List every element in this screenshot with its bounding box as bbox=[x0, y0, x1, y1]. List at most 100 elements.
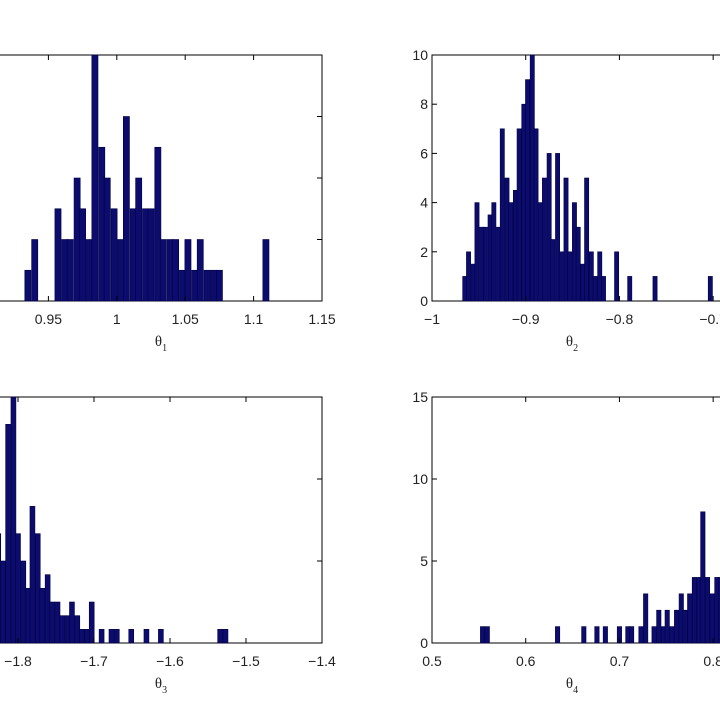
panel-2-bar bbox=[627, 276, 633, 302]
panel-1-x-tick-label: 1.15 bbox=[308, 311, 335, 327]
panel-3-x-tick-label: −1.5 bbox=[232, 653, 260, 669]
panel-4-bar bbox=[602, 626, 608, 644]
panel-2-bar bbox=[491, 202, 497, 302]
panel-3-bar bbox=[158, 629, 164, 644]
panel-4-x-tick-label: 0.6 bbox=[516, 653, 536, 669]
panel-4-bar bbox=[664, 609, 670, 644]
panel-3-bar bbox=[0, 560, 6, 644]
panel-2-bar bbox=[558, 251, 564, 302]
panel-3-axes-frame bbox=[0, 396, 323, 644]
panel-3-bar bbox=[49, 601, 55, 644]
panel-3-bar bbox=[5, 424, 11, 644]
panel-2-bar bbox=[563, 177, 569, 302]
panel-2-bar bbox=[499, 128, 505, 302]
panel-3-bar bbox=[222, 629, 229, 644]
panel-1-x-tick-label: 1.1 bbox=[244, 311, 264, 327]
panel-3-bar bbox=[84, 629, 90, 644]
panel-1-bar bbox=[159, 239, 167, 302]
panel-2-y-tick-label: 2 bbox=[420, 244, 428, 260]
panel-2-x-axis-label: θ2 bbox=[566, 334, 578, 354]
panel-2-bar bbox=[567, 251, 573, 302]
panel-3-bar bbox=[15, 533, 21, 644]
panel-2-bar bbox=[533, 128, 539, 302]
panel-1-bar bbox=[66, 239, 74, 302]
panel-4-bar bbox=[651, 626, 657, 644]
theta1-histogram-panel: 0.95 1 1.05 1.1 1.15 θ1 bbox=[0, 54, 336, 354]
panel-3-bar bbox=[217, 629, 223, 644]
theta4-histogram-panel: 0.5 0.6 0.7 0.8 0 5 10 15 θ4 bbox=[412, 389, 720, 696]
panel-4-y-tick-label: 0 bbox=[420, 635, 428, 651]
panel-3-bar bbox=[128, 629, 135, 644]
panel-4-bar bbox=[594, 626, 600, 644]
panel-3-bar bbox=[74, 615, 81, 644]
panel-3-bar bbox=[64, 615, 71, 644]
panel-2-bar bbox=[652, 276, 658, 302]
panel-1-bar bbox=[184, 239, 192, 302]
panel-3-bar bbox=[29, 506, 36, 644]
panel-2-x-tick-label: −0.9 bbox=[512, 311, 540, 327]
panel-4-bar bbox=[638, 626, 644, 644]
panel-2-bar bbox=[584, 177, 590, 302]
panel-4-bar bbox=[581, 626, 587, 644]
panel-2-bar bbox=[601, 276, 606, 302]
panel-2-bar bbox=[508, 202, 514, 302]
panel-3-bar bbox=[34, 533, 41, 644]
panel-2-bar bbox=[525, 79, 530, 302]
panel-3-bar bbox=[88, 601, 95, 644]
panel-3-bar bbox=[20, 560, 27, 644]
panel-1-bar bbox=[203, 269, 211, 302]
panel-3-bar bbox=[25, 588, 31, 644]
panel-1-x-tick-label: 0.95 bbox=[35, 311, 62, 327]
panel-1-bar bbox=[196, 239, 204, 302]
panel-4-x-axis-label: θ4 bbox=[566, 676, 578, 696]
panel-1-bar bbox=[216, 269, 223, 302]
panel-3-x-tick-label: −1.4 bbox=[308, 653, 336, 669]
panel-1-x-axis-label: θ1 bbox=[155, 334, 167, 354]
panel-3-x-axis-label: θ3 bbox=[155, 676, 167, 696]
panel-2-bar bbox=[707, 276, 713, 302]
panel-3-bar bbox=[79, 629, 85, 644]
panel-2-bar bbox=[542, 177, 547, 302]
panel-1-bar bbox=[31, 239, 39, 302]
panel-2-bar bbox=[516, 128, 522, 302]
theta3-histogram-panel: −1.8 −1.7 −1.6 −1.5 −1.4 θ3 bbox=[0, 396, 336, 696]
panel-2-y-tick-label: 8 bbox=[420, 96, 428, 112]
panel-3-x-tick-label: −1.8 bbox=[4, 653, 32, 669]
panel-1-bar bbox=[24, 269, 32, 302]
panel-2-y-tick-label: 6 bbox=[420, 145, 428, 161]
panel-2-bar bbox=[466, 251, 471, 302]
panel-2-bar bbox=[592, 276, 598, 302]
panel-4-bar bbox=[705, 577, 711, 644]
panel-2-bar bbox=[614, 251, 620, 302]
panel-2-bar bbox=[546, 153, 552, 302]
panel-4-bar bbox=[629, 626, 635, 644]
panel-3-bar bbox=[54, 601, 61, 644]
panel-2-x-tick-label: −0.7 bbox=[699, 311, 720, 327]
panel-2-y-tick-label: 4 bbox=[420, 195, 428, 211]
panel-3-bar bbox=[114, 629, 120, 644]
panel-4-x-tick-label: 0.8 bbox=[703, 653, 720, 669]
panel-4-bar bbox=[555, 626, 561, 644]
panel-2-bar bbox=[474, 202, 480, 302]
panel-4-bar bbox=[669, 626, 675, 644]
panel-2-y-tick-label: 10 bbox=[412, 47, 428, 63]
panel-4-bar bbox=[643, 593, 649, 644]
panel-3-bar bbox=[59, 615, 65, 644]
panel-4-bar bbox=[682, 609, 688, 644]
panel-4-bar bbox=[674, 609, 680, 644]
panel-4-bar bbox=[656, 609, 662, 644]
panel-2-bar bbox=[483, 226, 488, 302]
panel-4-bar bbox=[484, 626, 490, 644]
panel-4-bar bbox=[718, 577, 720, 644]
panel-3-bar bbox=[98, 629, 105, 644]
panel-1-bar bbox=[103, 177, 111, 302]
panel-4-y-tick-label: 10 bbox=[412, 471, 428, 487]
panel-1-bar bbox=[54, 208, 62, 302]
panel-4-x-tick-label: 0.5 bbox=[422, 653, 442, 669]
panel-4-axes-frame bbox=[431, 396, 720, 644]
panel-3-bar bbox=[10, 396, 17, 644]
panel-1-bar bbox=[91, 54, 99, 302]
panel-1-bar bbox=[135, 177, 143, 302]
panel-4-bar bbox=[480, 626, 486, 644]
